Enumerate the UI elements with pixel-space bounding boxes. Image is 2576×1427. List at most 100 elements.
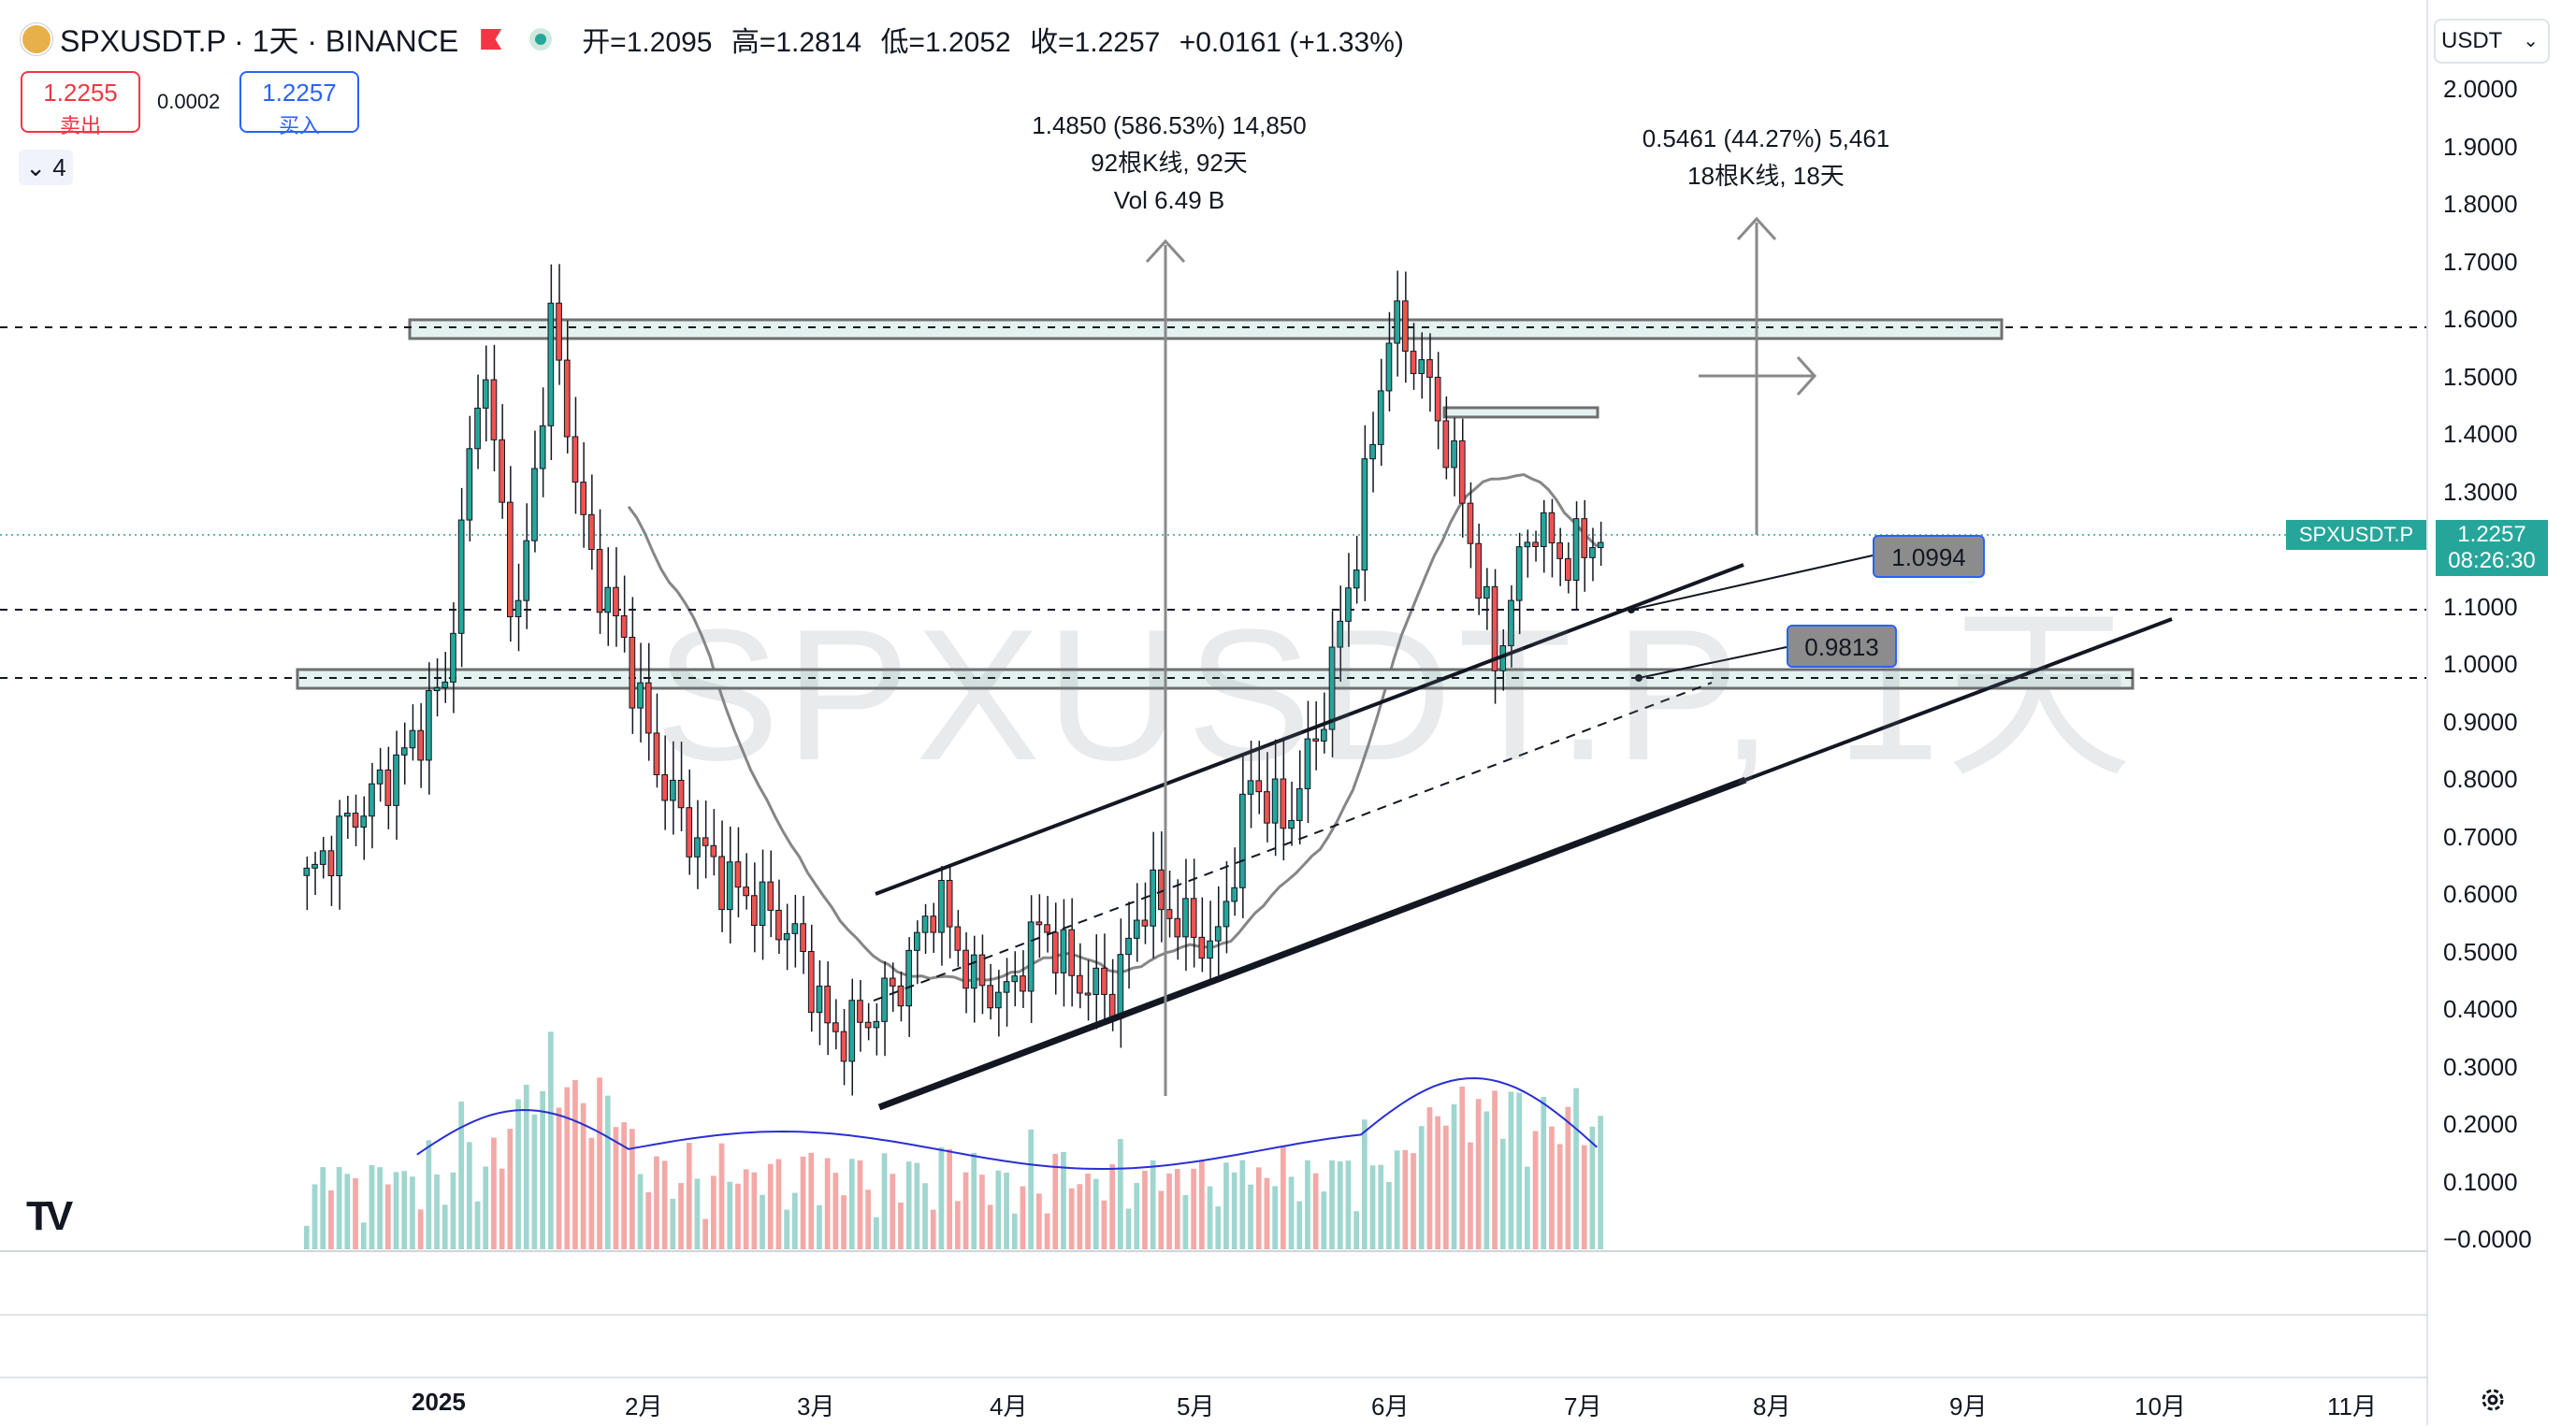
resistance-zone[interactable] — [408, 318, 2004, 340]
candle[interactable] — [1491, 585, 1498, 671]
candle[interactable] — [1532, 541, 1539, 548]
indicators-toggle[interactable]: ⌄ 4 — [19, 150, 73, 185]
candle[interactable] — [1402, 300, 1409, 353]
candle[interactable] — [783, 932, 790, 941]
candle[interactable] — [1467, 502, 1474, 544]
candle[interactable] — [514, 599, 522, 618]
candle[interactable] — [1051, 931, 1059, 973]
candle[interactable] — [629, 636, 636, 709]
candle[interactable] — [791, 923, 799, 934]
candle[interactable] — [580, 482, 586, 515]
candle[interactable] — [1540, 512, 1547, 548]
candle[interactable] — [1035, 921, 1043, 926]
candle[interactable] — [376, 769, 384, 785]
candle[interactable] — [938, 879, 945, 933]
candle[interactable] — [881, 977, 888, 1022]
candle[interactable] — [1515, 546, 1523, 601]
candle[interactable] — [1101, 967, 1107, 995]
candle[interactable] — [702, 837, 709, 846]
volume-moving-average[interactable] — [416, 1076, 1598, 1170]
candle[interactable] — [718, 856, 725, 911]
candle[interactable] — [1483, 585, 1490, 599]
candle[interactable] — [360, 815, 368, 828]
candle[interactable] — [1133, 919, 1140, 939]
chart-canvas[interactable] — [0, 0, 2426, 1377]
candle[interactable] — [661, 773, 668, 801]
candle[interactable] — [930, 915, 937, 933]
candle[interactable] — [1345, 587, 1352, 622]
candle[interactable] — [1093, 967, 1100, 996]
candle[interactable] — [450, 632, 456, 683]
candle[interactable] — [311, 863, 318, 869]
candle[interactable] — [954, 926, 962, 951]
candle[interactable] — [620, 615, 628, 638]
candle[interactable] — [531, 468, 538, 541]
time-axis[interactable] — [0, 1377, 2426, 1427]
candle[interactable] — [474, 407, 481, 450]
candle[interactable] — [946, 879, 953, 928]
candle[interactable] — [1288, 819, 1295, 829]
candle[interactable] — [433, 686, 441, 692]
candle[interactable] — [1207, 940, 1213, 959]
candle[interactable] — [987, 985, 994, 1009]
settings-gear-icon[interactable] — [2479, 1386, 2507, 1414]
candle[interactable] — [1369, 443, 1376, 460]
candle[interactable] — [644, 682, 652, 734]
candle[interactable] — [897, 985, 904, 1007]
candle[interactable] — [1353, 569, 1360, 589]
candle[interactable] — [466, 448, 473, 521]
candle[interactable] — [563, 359, 571, 438]
market-status-icon[interactable] — [529, 28, 553, 50]
channel-upper-line[interactable] — [875, 563, 1744, 896]
candle[interactable] — [995, 991, 1002, 1009]
candle[interactable] — [319, 850, 326, 865]
candle[interactable] — [1581, 518, 1588, 558]
candle[interactable] — [864, 1021, 872, 1029]
candle[interactable] — [1548, 512, 1556, 544]
candle[interactable] — [1418, 359, 1425, 374]
candle[interactable] — [905, 949, 912, 1007]
candle[interactable] — [1589, 547, 1596, 558]
candle[interactable] — [653, 732, 660, 775]
candle[interactable] — [1117, 954, 1124, 1019]
candle[interactable] — [824, 986, 831, 1024]
candle[interactable] — [1337, 620, 1344, 648]
candle[interactable] — [978, 954, 986, 987]
candle[interactable] — [596, 549, 603, 613]
candle[interactable] — [1271, 778, 1279, 824]
candle[interactable] — [832, 1022, 839, 1032]
channel-mid-line[interactable] — [873, 682, 1713, 1002]
candle[interactable] — [1044, 924, 1050, 933]
candle[interactable] — [1190, 898, 1197, 938]
candle[interactable] — [1328, 646, 1336, 730]
candle[interactable] — [743, 886, 749, 897]
candle[interactable] — [1158, 869, 1165, 911]
candle[interactable] — [1508, 599, 1514, 647]
candle[interactable] — [1077, 974, 1083, 994]
candle[interactable] — [1247, 780, 1254, 795]
candle[interactable] — [523, 540, 530, 601]
candle[interactable] — [1165, 909, 1173, 919]
candle[interactable] — [1426, 359, 1433, 378]
candle[interactable] — [694, 837, 701, 858]
candle[interactable] — [327, 850, 335, 876]
candle[interactable] — [1434, 376, 1441, 422]
candle[interactable] — [1239, 793, 1246, 888]
candle[interactable] — [1385, 342, 1393, 392]
small-zone[interactable] — [1442, 406, 1599, 419]
candle[interactable] — [807, 950, 815, 1014]
candle[interactable] — [384, 769, 392, 806]
candle[interactable] — [303, 867, 311, 876]
candle[interactable] — [1304, 738, 1311, 789]
candle[interactable] — [1214, 926, 1222, 942]
candle[interactable] — [840, 1031, 847, 1062]
candle[interactable] — [352, 813, 359, 828]
currency-select[interactable]: USDT ⌄ — [2434, 19, 2550, 64]
candle[interactable] — [409, 729, 416, 749]
candle[interactable] — [1458, 440, 1466, 504]
candle[interactable] — [1150, 869, 1157, 927]
candle[interactable] — [677, 779, 685, 809]
candle[interactable] — [1280, 778, 1287, 829]
candle[interactable] — [686, 807, 693, 858]
candle[interactable] — [1198, 936, 1206, 959]
